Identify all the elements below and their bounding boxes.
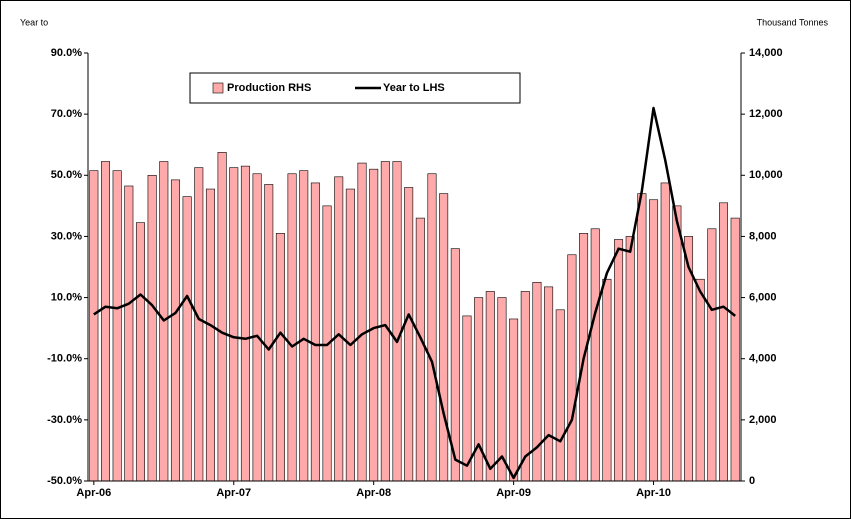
bar (707, 228, 717, 482)
legend-label: Production RHS (227, 82, 311, 94)
bar (544, 286, 554, 482)
bar (614, 239, 624, 482)
bar (602, 278, 612, 482)
y-tick-label: 70.0% (51, 108, 82, 120)
bar (170, 179, 180, 482)
y-tick-label: -50.0% (47, 475, 82, 487)
legend-swatch (212, 82, 224, 94)
bar (637, 193, 647, 482)
bar (567, 254, 577, 482)
y-tick-label: 90.0% (51, 47, 82, 59)
bar (299, 170, 309, 482)
bar (380, 161, 390, 482)
bar (590, 228, 600, 482)
bar (439, 193, 449, 482)
x-tick-label: Apr-09 (496, 487, 531, 499)
y2-axis-title: Thousand Tonnes (757, 17, 829, 27)
bar (415, 217, 425, 482)
bar (730, 217, 740, 482)
y-tick-label: 10.0% (51, 291, 82, 303)
bar (520, 291, 530, 482)
y2-tick-label: 6,000 (749, 291, 777, 303)
bar (345, 188, 355, 482)
bar (217, 152, 227, 482)
y2-tick-label: 10,000 (749, 169, 783, 181)
y2-tick-label: 14,000 (749, 47, 783, 59)
y-tick-label: 30.0% (51, 230, 82, 242)
bar (404, 187, 414, 482)
bar (427, 173, 437, 482)
y-tick-label: -30.0% (47, 414, 82, 426)
bar (147, 174, 157, 482)
bar (205, 188, 215, 482)
bar (100, 161, 110, 482)
bar (182, 196, 192, 482)
bar (124, 185, 134, 482)
bar (672, 205, 682, 482)
bar (334, 176, 344, 482)
bar (462, 315, 472, 482)
bar (89, 170, 99, 482)
bar (252, 173, 262, 482)
bar (112, 170, 122, 482)
bar (509, 318, 519, 482)
bar (310, 182, 320, 482)
bar (695, 278, 705, 482)
bar (369, 168, 379, 482)
y2-tick-label: 12,000 (749, 108, 783, 120)
y-tick-label: 50.0% (51, 169, 82, 181)
bar (649, 199, 659, 482)
bar (135, 222, 145, 482)
bar (555, 309, 565, 482)
x-tick-label: Apr-06 (76, 487, 111, 499)
x-tick-label: Apr-07 (216, 487, 251, 499)
x-tick-label: Apr-08 (356, 487, 391, 499)
y2-tick-label: 2,000 (749, 414, 777, 426)
bar (229, 167, 239, 482)
legend-label: Year to LHS (383, 82, 445, 94)
bar (392, 161, 402, 482)
bar (275, 233, 285, 482)
bar (287, 173, 297, 482)
bar (357, 162, 367, 482)
bar (240, 165, 250, 482)
bar (497, 297, 507, 482)
bar (625, 236, 635, 482)
bar (719, 202, 729, 482)
y2-tick-label: 4,000 (749, 353, 777, 365)
bar (485, 291, 495, 482)
bar (194, 167, 204, 482)
bar (660, 182, 670, 482)
bar (264, 184, 274, 482)
y-axis-title: Year to (20, 17, 48, 27)
y2-tick-label: 8,000 (749, 230, 777, 242)
y-tick-label: -10.0% (47, 353, 82, 365)
bar (474, 297, 484, 482)
line (93, 106, 736, 480)
x-tick-label: Apr-10 (636, 487, 671, 499)
y2-tick-label: 0 (749, 475, 755, 487)
